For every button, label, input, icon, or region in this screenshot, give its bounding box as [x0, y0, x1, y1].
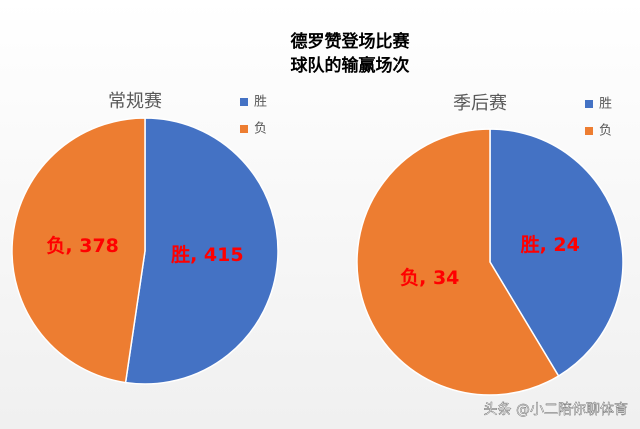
pie-slice [124, 117, 279, 385]
data-label: 胜, 24 [521, 234, 580, 256]
watermark: 头条 @小二陪你聊体育 [484, 401, 628, 418]
chart-subtitle: 季后赛 [453, 93, 507, 114]
data-label: 胜, 415 [171, 244, 244, 266]
legend-label: 胜 [599, 97, 612, 112]
legend-label: 胜 [254, 95, 267, 110]
chart-title: 德罗赞登场比赛 [291, 31, 411, 52]
chart-title: 球队的输赢场次 [291, 55, 410, 76]
legend-swatch [585, 127, 593, 135]
pie-slice [489, 128, 624, 377]
legend-label: 负 [599, 124, 612, 139]
data-label: 负, 378 [46, 234, 119, 257]
legend-swatch [585, 100, 593, 108]
legend-label: 负 [254, 122, 267, 137]
data-label: 负, 34 [400, 266, 459, 289]
legend-swatch [240, 98, 248, 106]
chart-subtitle: 常规赛 [108, 91, 162, 112]
pie-slice [356, 128, 560, 396]
legend-swatch [240, 125, 248, 133]
pie-slice [11, 117, 146, 384]
